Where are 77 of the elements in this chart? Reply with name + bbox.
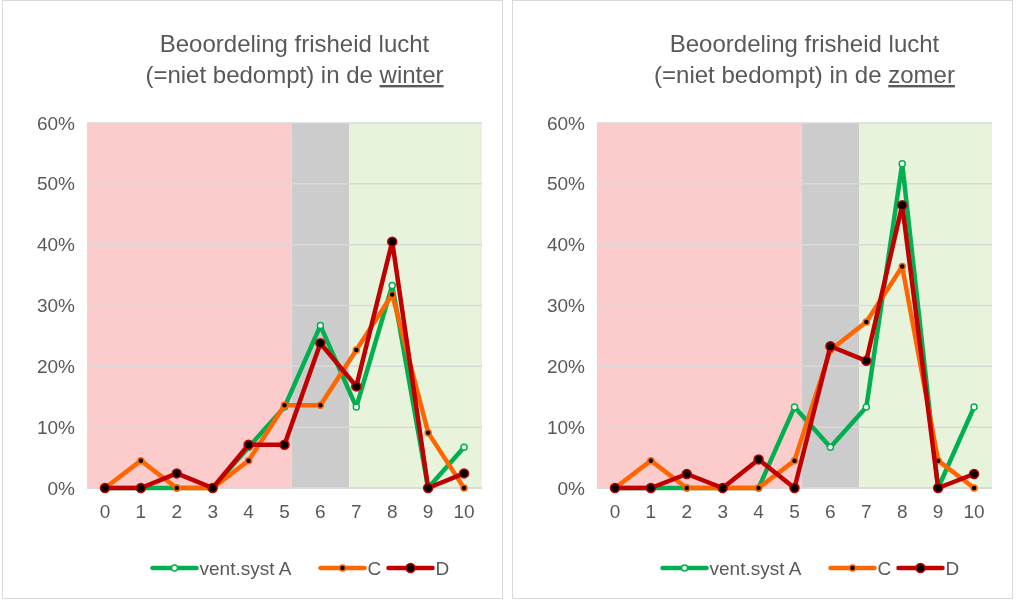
y-tick-label: 30%	[546, 295, 586, 317]
point	[351, 381, 362, 392]
point	[862, 403, 871, 411]
x-tick-label: 9	[932, 501, 944, 522]
x-tick-label: 5	[279, 501, 290, 522]
y-tick-label: 40%	[546, 234, 586, 256]
point	[898, 160, 906, 168]
point	[279, 439, 290, 451]
point	[352, 403, 361, 411]
x-tick-label: 0	[609, 501, 621, 522]
x-tick-label: 7	[861, 501, 872, 522]
point	[896, 199, 908, 211]
point	[790, 456, 799, 465]
x-tick-label: 10	[453, 501, 475, 522]
point	[458, 468, 470, 479]
x-tick-label: 3	[717, 501, 728, 522]
point	[243, 439, 254, 451]
point	[790, 403, 799, 411]
point	[171, 468, 183, 479]
y-tick-label: 30%	[36, 295, 76, 317]
point	[424, 428, 432, 437]
point	[789, 482, 800, 494]
y-tick-label: 10%	[546, 416, 586, 438]
y-tick-label: 50%	[36, 173, 76, 195]
legend-label: vent.syst A	[709, 557, 802, 579]
point	[681, 468, 693, 480]
point	[460, 443, 468, 451]
x-tick-label: 8	[386, 501, 398, 522]
x-tick-label: 5	[789, 501, 800, 522]
legend-label: C	[367, 557, 382, 579]
x-tick-label: 10	[963, 501, 985, 522]
x-tick-label: 1	[645, 501, 657, 522]
x-tick-label: 0	[99, 501, 111, 522]
legend-label: D	[945, 557, 960, 579]
point	[862, 318, 871, 326]
point	[753, 454, 764, 465]
y-tick-label: 0%	[47, 477, 76, 499]
point	[244, 456, 253, 465]
point	[316, 401, 325, 410]
y-tick-label: 10%	[36, 416, 76, 438]
point	[826, 443, 835, 451]
point	[647, 456, 655, 465]
x-tick-label: 2	[171, 501, 183, 522]
y-tick-label: 60%	[546, 112, 586, 134]
y-tick-label: 50%	[546, 173, 586, 195]
point	[970, 484, 978, 492]
x-tick-label: 4	[243, 501, 255, 522]
y-tick-label: 60%	[36, 112, 76, 134]
y-tick-label: 20%	[546, 355, 586, 377]
point	[352, 346, 361, 354]
legend-label: D	[435, 557, 450, 579]
point	[137, 456, 145, 465]
point	[388, 281, 396, 290]
point	[825, 341, 836, 352]
point	[968, 468, 980, 480]
x-tick-label: 3	[207, 501, 218, 522]
x-tick-label: 2	[681, 501, 693, 522]
point	[386, 236, 398, 247]
chart-title: Beoordeling frisheid lucht (=niet bedompt) in de zomer	[654, 30, 955, 88]
y-tick-label: 40%	[36, 234, 76, 256]
legend-label: vent.syst A	[199, 557, 292, 579]
legend-label: C	[877, 557, 892, 579]
point	[898, 262, 906, 271]
point	[861, 355, 872, 367]
chart-title: Beoordeling frisheid lucht (=niet bedompt) in de winter	[145, 30, 444, 88]
x-tick-label: 8	[896, 501, 908, 522]
x-tick-label: 4	[753, 501, 765, 522]
x-tick-label: 1	[135, 501, 147, 522]
x-tick-label: 7	[351, 501, 362, 522]
point	[315, 337, 326, 349]
x-tick-label: 6	[315, 501, 326, 522]
point	[970, 403, 978, 411]
x-tick-label: 9	[422, 501, 434, 522]
y-tick-label: 20%	[36, 355, 76, 377]
y-tick-label: 0%	[557, 477, 586, 499]
point	[460, 484, 468, 492]
x-tick-label: 6	[825, 501, 836, 522]
